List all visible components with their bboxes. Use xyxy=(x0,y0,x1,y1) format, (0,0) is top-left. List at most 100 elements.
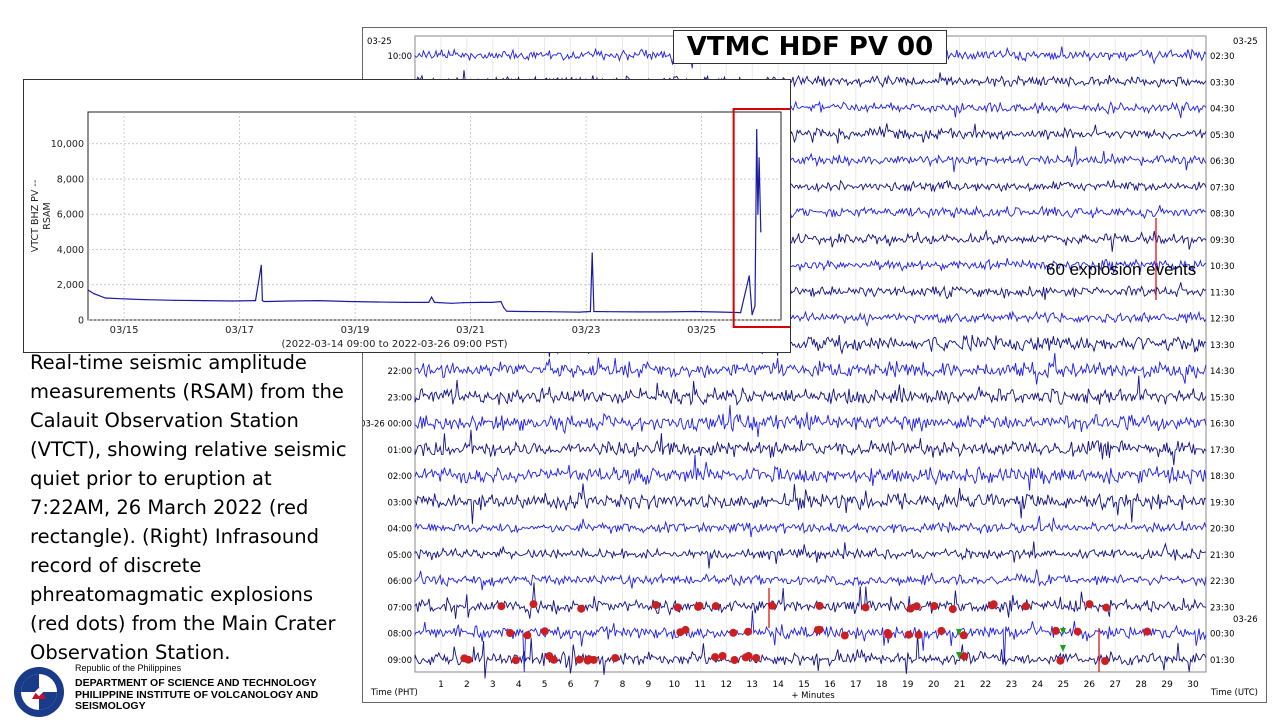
explosion-events-annotation: 60 explosion events xyxy=(1046,258,1206,282)
explosion-dot xyxy=(914,630,923,639)
explosion-dot xyxy=(464,655,473,664)
minute-tick-label: 2 xyxy=(464,680,470,690)
minute-tick-label: 1 xyxy=(438,680,444,690)
minute-tick-label: 12 xyxy=(720,680,731,690)
rsam-data-point xyxy=(503,307,505,309)
rsam-data-point xyxy=(589,310,592,313)
rsam-data-point xyxy=(451,302,453,304)
rsam-data-point xyxy=(748,275,750,277)
rsam-data-point xyxy=(549,311,551,313)
left-time-label: 01:00 xyxy=(388,446,413,456)
rsam-data-point xyxy=(578,311,580,313)
explosion-dot xyxy=(883,629,892,637)
explosion-dot xyxy=(1051,626,1060,635)
minute-tick-label: 4 xyxy=(516,680,522,690)
minute-tick-label: 20 xyxy=(928,680,940,690)
minute-tick-label: 15 xyxy=(798,680,809,690)
rsam-data-point xyxy=(318,300,320,302)
agency-line-phivolcs: PHILIPPINE INSTITUTE OF VOLCANOLOGY AND xyxy=(75,688,319,701)
right-time-label: 11:30 xyxy=(1210,288,1235,298)
rsam-data-point xyxy=(289,300,291,302)
minute-tick-label: 16 xyxy=(824,680,836,690)
rsam-y-tick-label: 0 xyxy=(78,316,84,327)
left-time-label: 07:00 xyxy=(388,603,413,613)
explosion-dot xyxy=(718,652,727,660)
explosion-dot xyxy=(948,605,957,614)
figure-caption: Real-time seismic amplitude measurements… xyxy=(30,351,347,664)
rsam-data-point xyxy=(593,310,595,313)
minute-tick-label: 30 xyxy=(1187,680,1199,690)
right-time-label: 19:30 xyxy=(1210,498,1235,508)
rsam-data-point xyxy=(758,157,760,159)
explosion-dot xyxy=(840,631,849,640)
rsam-data-point xyxy=(740,312,742,314)
explosion-dot xyxy=(744,627,753,636)
right-time-label: 12:30 xyxy=(1210,315,1235,325)
explosion-dot xyxy=(815,625,824,634)
minute-tick-label: 24 xyxy=(1032,680,1044,690)
left-time-label: 03-26 00:00 xyxy=(363,420,412,430)
explosion-dot xyxy=(1056,656,1065,665)
rsam-data-point xyxy=(506,310,508,312)
rsam-data-point xyxy=(93,293,95,295)
left-time-label: 03:00 xyxy=(388,498,413,508)
minute-tick-label: 21 xyxy=(954,680,965,690)
rsam-data-point xyxy=(462,302,464,304)
green-marker xyxy=(1060,628,1066,635)
explosion-dot xyxy=(673,603,682,612)
helicorder-trace xyxy=(414,515,1207,538)
helicorder-trace xyxy=(414,404,1207,437)
left-time-label: 09:00 xyxy=(388,656,413,666)
explosion-dot xyxy=(937,626,946,635)
helicorder-trace xyxy=(414,352,1207,385)
phivolcs-logo-icon xyxy=(14,667,64,717)
left-time-label: 10:00 xyxy=(388,52,413,62)
explosion-dot xyxy=(711,653,720,662)
minute-tick-label: 14 xyxy=(772,680,784,690)
explosion-dot xyxy=(529,600,538,609)
right-time-label: 03:30 xyxy=(1210,78,1235,88)
minute-tick-label: 22 xyxy=(980,680,991,690)
right-time-label: 16:30 xyxy=(1210,420,1235,430)
left-time-label: 06:00 xyxy=(388,577,413,587)
agency-logo-block: Republic of the Philippines DEPARTMENT O… xyxy=(12,663,362,720)
minute-tick-label: 3 xyxy=(490,680,496,690)
rsam-data-point xyxy=(756,129,758,131)
rsam-x-tick-label: 03/17 xyxy=(225,325,254,336)
agency-line-seismology: SEISMOLOGY xyxy=(75,700,146,712)
rsam-data-point xyxy=(174,299,176,301)
rsam-x-tick-label: 03/19 xyxy=(341,325,370,336)
left-time-label: 05:00 xyxy=(388,551,413,561)
rsam-data-point xyxy=(260,264,262,266)
right-time-label: 07:30 xyxy=(1210,183,1235,193)
explosion-dot xyxy=(497,602,506,611)
right-time-label: 02:30 xyxy=(1210,52,1235,62)
rsam-data-point xyxy=(754,305,756,307)
rsam-y-tick-label: 10,000 xyxy=(51,139,84,150)
right-time-label: 17:30 xyxy=(1210,446,1235,456)
rsam-data-point xyxy=(347,300,349,303)
right-time-label: 00:30 xyxy=(1210,630,1235,640)
right-time-label: 15:30 xyxy=(1210,393,1235,403)
left-time-label: 23:00 xyxy=(388,393,413,403)
explosion-dot xyxy=(575,655,584,664)
right-date-label: 03-25 xyxy=(1233,37,1258,47)
minute-tick-label: 19 xyxy=(902,680,914,690)
minute-tick-label: 9 xyxy=(646,680,652,690)
minute-tick-label: 29 xyxy=(1161,680,1173,690)
rsam-x-tick-label: 03/23 xyxy=(572,325,601,336)
agency-line-dost: DEPARTMENT OF SCIENCE AND TECHNOLOGY xyxy=(75,677,317,689)
rsam-data-point xyxy=(431,296,433,298)
annotation-text: 60 explosion events xyxy=(1046,260,1197,279)
right-time-label: 21:30 xyxy=(1210,551,1235,561)
explosion-dot xyxy=(523,631,532,640)
explosion-dot xyxy=(540,627,549,636)
right-time-label: 08:30 xyxy=(1210,210,1235,220)
minute-tick-label: 17 xyxy=(850,680,861,690)
right-time-label: 06:30 xyxy=(1210,157,1235,167)
rsam-data-point xyxy=(722,311,724,313)
rsam-data-point xyxy=(261,300,263,302)
rsam-data-point xyxy=(491,301,493,303)
rsam-data-point xyxy=(254,300,257,302)
explosion-dot xyxy=(729,628,738,637)
